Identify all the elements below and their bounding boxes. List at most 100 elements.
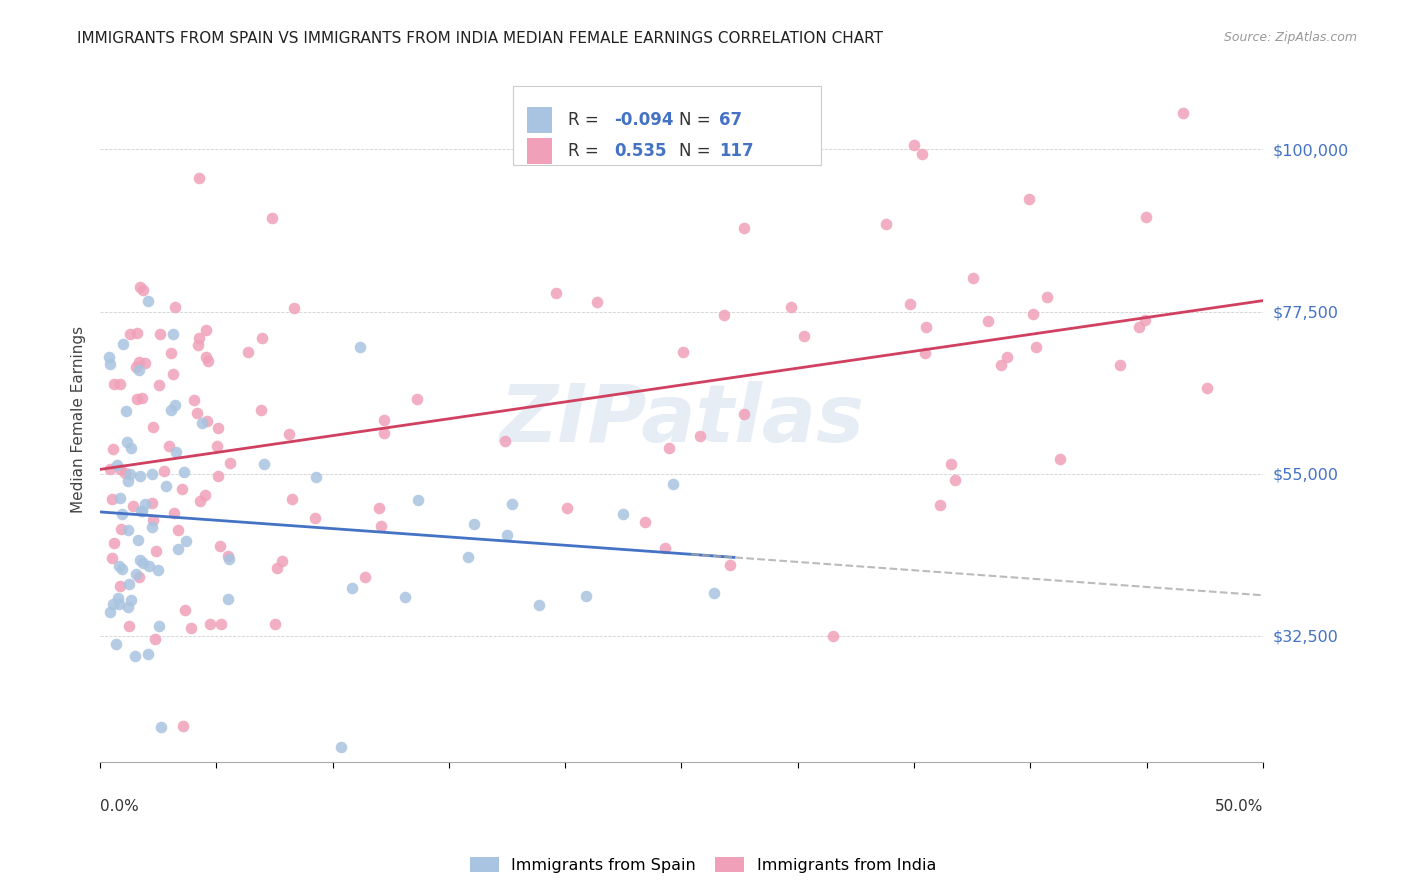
- Point: [654, 541, 676, 555]
- Point: [733, 221, 755, 235]
- Point: [929, 498, 952, 512]
- Point: [555, 500, 578, 515]
- Point: [128, 468, 150, 483]
- Point: [120, 467, 142, 481]
- Point: [110, 522, 132, 536]
- Point: [134, 496, 156, 510]
- Point: [823, 629, 845, 643]
- Point: [370, 519, 392, 533]
- Point: [217, 591, 239, 606]
- Text: R =: R =: [568, 112, 603, 129]
- Point: [330, 740, 353, 755]
- Point: [117, 523, 139, 537]
- Point: [117, 600, 139, 615]
- Point: [209, 539, 232, 553]
- Point: [218, 456, 240, 470]
- Point: [281, 491, 304, 506]
- Point: [134, 356, 156, 370]
- Point: [111, 336, 134, 351]
- Text: R =: R =: [568, 142, 609, 160]
- Point: [943, 473, 966, 487]
- Text: ZIPatlas: ZIPatlas: [499, 381, 865, 458]
- Point: [163, 398, 186, 412]
- Point: [157, 439, 180, 453]
- Point: [1135, 210, 1157, 224]
- Point: [304, 510, 326, 524]
- Point: [149, 326, 172, 341]
- Point: [194, 323, 217, 337]
- Point: [103, 376, 125, 391]
- Point: [101, 442, 124, 457]
- Point: [209, 617, 232, 632]
- Point: [207, 421, 229, 435]
- Point: [367, 500, 389, 515]
- Point: [672, 345, 695, 359]
- Point: [915, 319, 938, 334]
- Point: [457, 550, 479, 565]
- Point: [98, 461, 121, 475]
- Point: [586, 295, 609, 310]
- Text: IMMIGRANTS FROM SPAIN VS IMMIGRANTS FROM INDIA MEDIAN FEMALE EARNINGS CORRELATIO: IMMIGRANTS FROM SPAIN VS IMMIGRANTS FROM…: [77, 31, 883, 46]
- Point: [529, 598, 551, 612]
- Text: 0.535: 0.535: [614, 142, 666, 160]
- Point: [976, 314, 998, 328]
- FancyBboxPatch shape: [527, 107, 553, 133]
- Point: [111, 507, 134, 521]
- Point: [155, 479, 177, 493]
- Point: [111, 562, 134, 576]
- Text: 117: 117: [718, 142, 754, 160]
- Point: [187, 338, 209, 352]
- Point: [118, 326, 141, 341]
- Point: [131, 392, 153, 406]
- Point: [117, 475, 139, 489]
- Point: [187, 171, 209, 186]
- Point: [118, 576, 141, 591]
- Point: [183, 392, 205, 407]
- Point: [128, 569, 150, 583]
- FancyBboxPatch shape: [527, 138, 553, 164]
- Point: [875, 217, 897, 231]
- Point: [207, 469, 229, 483]
- Point: [121, 500, 143, 514]
- Point: [188, 494, 211, 508]
- Point: [1195, 381, 1218, 395]
- Point: [733, 407, 755, 421]
- Point: [277, 426, 299, 441]
- Point: [98, 605, 121, 619]
- Point: [128, 355, 150, 369]
- Point: [1022, 307, 1045, 321]
- Point: [903, 137, 925, 152]
- Point: [127, 533, 149, 547]
- Point: [136, 294, 159, 309]
- Point: [129, 553, 152, 567]
- Point: [195, 350, 218, 364]
- Point: [173, 465, 195, 479]
- Point: [163, 506, 186, 520]
- Point: [612, 507, 634, 521]
- Point: [1036, 289, 1059, 303]
- Text: -0.094: -0.094: [614, 112, 673, 129]
- Point: [793, 328, 815, 343]
- Point: [238, 345, 260, 359]
- Point: [174, 533, 197, 548]
- Point: [148, 619, 170, 633]
- Point: [173, 603, 195, 617]
- Point: [107, 591, 129, 606]
- Point: [104, 636, 127, 650]
- Point: [780, 300, 803, 314]
- Point: [120, 441, 142, 455]
- Point: [914, 345, 936, 359]
- Point: [142, 420, 165, 434]
- Point: [172, 719, 194, 733]
- Point: [283, 301, 305, 316]
- Point: [1018, 192, 1040, 206]
- Point: [496, 527, 519, 541]
- Point: [1135, 313, 1157, 327]
- Point: [141, 520, 163, 534]
- Point: [163, 300, 186, 314]
- Point: [129, 279, 152, 293]
- Point: [153, 464, 176, 478]
- Point: [658, 442, 681, 456]
- Point: [107, 597, 129, 611]
- Point: [145, 544, 167, 558]
